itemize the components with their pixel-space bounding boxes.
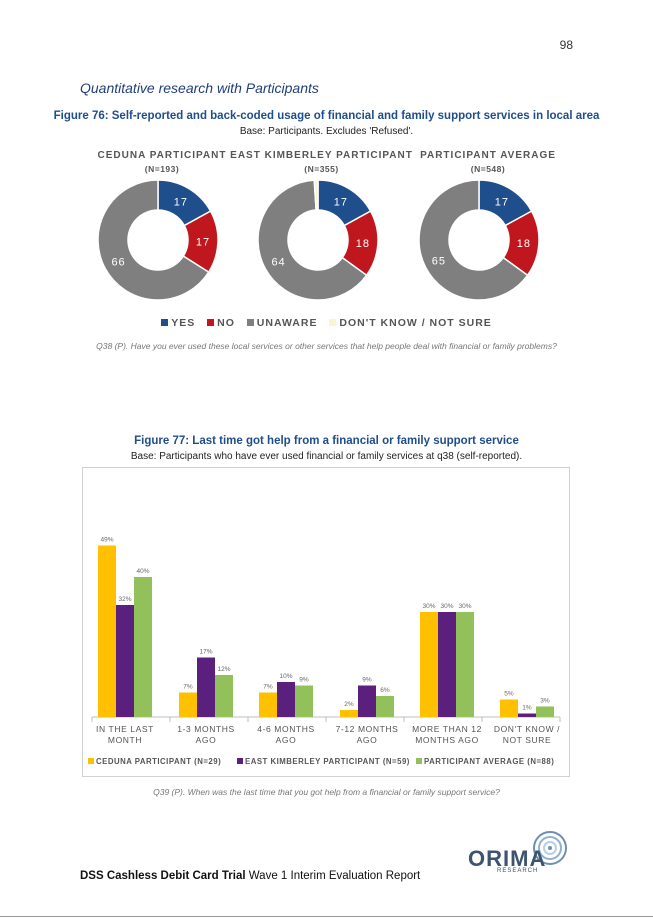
x-tick-label: AGO	[196, 735, 217, 745]
x-tick-label: IN THE LAST	[96, 724, 154, 734]
donut-2-slice-don-t-know-not-sure	[313, 179, 319, 211]
figure-77-question: Q39 (P). When was the last time that you…	[153, 787, 500, 797]
legend-item-no: NO	[207, 317, 235, 329]
x-tick-label: MORE THAN 12	[412, 724, 482, 734]
bar-value-label: 49%	[100, 537, 113, 544]
donut-3-slice-label: 17	[495, 196, 509, 208]
bar-value-label: 30%	[458, 603, 471, 610]
figure-77-base: Base: Participants who have ever used fi…	[130, 451, 523, 462]
page-number: 98	[559, 38, 573, 52]
donut-2-slice-label: 18	[356, 238, 370, 250]
bar	[116, 605, 134, 717]
bar	[215, 675, 233, 717]
bar-value-label: 30%	[422, 603, 435, 610]
bar	[259, 692, 277, 717]
bar	[500, 699, 518, 717]
page-bottom-rule	[0, 916, 653, 917]
bar-value-label: 17%	[199, 649, 212, 656]
donut-3-slice-label: 65	[432, 255, 446, 267]
legend-label: PARTICIPANT AVERAGE (N=88)	[424, 757, 554, 766]
bar	[376, 696, 394, 717]
legend-item-yes: YES	[161, 317, 195, 329]
legend-label: CEDUNA PARTICIPANT (N=29)	[96, 757, 221, 766]
figure-76-legend: YES NO UNAWARE DON'T KNOW / NOT SURE	[0, 317, 653, 329]
donut-1-slice-label: 17	[174, 196, 188, 208]
donut-3-subtitle: (N=548)	[470, 164, 506, 174]
donut-3-slice-unaware	[418, 179, 529, 301]
donut-1-slice-label: 17	[196, 236, 210, 248]
bar-value-label: 9%	[362, 677, 372, 684]
donut-1-slice-unaware	[97, 179, 210, 301]
bar-value-label: 6%	[380, 687, 390, 694]
bar	[438, 612, 456, 717]
figure-76-base: Base: Participants. Excludes 'Refused'.	[239, 126, 414, 137]
figure-77-frame	[82, 467, 570, 777]
donut-1-title: CEDUNA PARTICIPANT	[97, 150, 227, 161]
bar-value-label: 30%	[440, 603, 453, 610]
bar-value-label: 40%	[136, 568, 149, 575]
bar-value-label: 32%	[118, 596, 131, 603]
bar-value-label: 7%	[183, 684, 193, 691]
x-tick-label: MONTH	[108, 735, 142, 745]
bar	[518, 713, 536, 717]
donut-2-slice-unaware	[257, 179, 368, 301]
bar-value-label: 7%	[263, 684, 273, 691]
bar-value-label: 10%	[279, 673, 292, 680]
bar	[98, 545, 116, 717]
legend-swatch	[416, 758, 422, 764]
x-tick-label: MONTHS AGO	[415, 735, 479, 745]
x-tick-label: AGO	[357, 735, 378, 745]
bar-value-label: 9%	[299, 677, 309, 684]
bar	[134, 577, 152, 717]
bar	[340, 710, 358, 717]
x-tick-label: 1-3 MONTHS	[177, 724, 234, 734]
x-tick-label: NOT SURE	[503, 735, 552, 745]
legend-label: EAST KIMBERLEY PARTICIPANT (N=59)	[245, 757, 410, 766]
bar-value-label: 2%	[344, 701, 354, 708]
orima-logo-text: ORIMA	[468, 846, 547, 871]
x-tick-label: AGO	[276, 735, 297, 745]
bar-value-label: 1%	[522, 705, 532, 712]
bar	[179, 692, 197, 717]
bar	[295, 685, 313, 717]
figure-76-title: Figure 76: Self-reported and back-coded …	[53, 110, 600, 122]
legend-item-dont-know: DON'T KNOW / NOT SURE	[329, 317, 491, 329]
bar-value-label: 12%	[217, 666, 230, 673]
donut-2-slice-label: 17	[334, 196, 348, 208]
footer-report-title: DSS Cashless Debit Card Trial Wave 1 Int…	[80, 870, 421, 882]
bar	[420, 612, 438, 717]
donut-2-title: EAST KIMBERLEY PARTICIPANT	[230, 150, 413, 161]
donut-2-subtitle: (N=355)	[304, 164, 339, 174]
bar	[536, 706, 554, 717]
bar	[358, 685, 376, 717]
orima-logo-subtext: RESEARCH	[497, 868, 539, 874]
section-title: Quantitative research with Participants	[80, 80, 319, 96]
legend-swatch	[237, 758, 243, 764]
bar	[277, 682, 295, 717]
bar-value-label: 3%	[540, 698, 550, 705]
donut-1-subtitle: (N=193)	[144, 164, 180, 174]
figure-77-title: Figure 77: Last time got help from a fin…	[134, 435, 519, 447]
x-tick-label: 7-12 MONTHS	[336, 724, 399, 734]
donut-3-slice-label: 18	[517, 238, 531, 250]
orima-logo-icon	[533, 831, 567, 865]
bar-value-label: 5%	[504, 691, 514, 698]
legend-item-unaware: UNAWARE	[246, 317, 318, 329]
legend-swatch	[88, 758, 94, 764]
x-tick-label: DON'T KNOW /	[494, 724, 560, 734]
donut-3-title: PARTICIPANT AVERAGE	[420, 150, 556, 161]
bar	[197, 657, 215, 717]
bar	[456, 612, 474, 717]
donut-charts: 17 17 66 17 18 64 17 18 65	[97, 179, 540, 301]
donut-1-slice-label: 66	[111, 257, 125, 269]
donut-2-slice-label: 64	[271, 257, 285, 269]
x-tick-label: 4-6 MONTHS	[257, 724, 314, 734]
figure-76-question: Q38 (P). Have you ever used these local …	[96, 341, 557, 351]
